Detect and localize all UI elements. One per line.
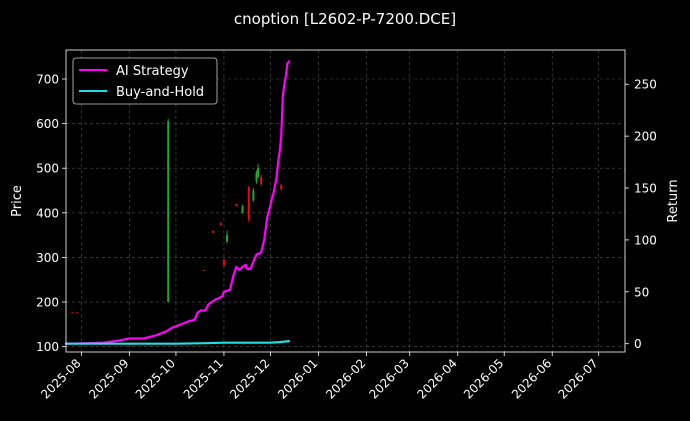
price-bar-body xyxy=(252,190,255,201)
y-tick-label: 100 xyxy=(36,340,59,354)
price-bars xyxy=(71,119,283,314)
y-tick-label: 200 xyxy=(36,296,59,310)
price-bar-body xyxy=(75,312,78,314)
legend: AI Strategy Buy-and-Hold xyxy=(72,57,218,105)
price-bar-body xyxy=(247,186,250,220)
y-tick-label: 600 xyxy=(36,117,59,131)
grid xyxy=(66,50,625,352)
price-bar-body xyxy=(241,206,244,213)
ai-strategy-line xyxy=(64,60,291,345)
price-bar-body xyxy=(235,203,238,207)
y2-tick-label: 50 xyxy=(634,285,649,299)
y2-tick-label: 100 xyxy=(634,233,657,247)
legend-label-buy-and-hold: Buy-and-Hold xyxy=(116,85,204,100)
legend-label-ai-strategy: AI Strategy xyxy=(116,64,189,79)
price-bar-body xyxy=(222,259,225,266)
series-lines xyxy=(64,60,291,345)
price-bar-body xyxy=(260,177,263,184)
y-tick-label: 400 xyxy=(36,206,59,220)
price-bar-body xyxy=(202,269,205,271)
y2-tick-label: 200 xyxy=(634,130,657,144)
plot-frame xyxy=(65,49,626,353)
y2-tick-label: 250 xyxy=(634,78,657,92)
y2-tick-label: 0 xyxy=(634,337,642,351)
y-axis-right: 0 50 100 150 200 250 xyxy=(625,78,657,351)
legend-box xyxy=(72,57,218,105)
price-bar-body xyxy=(255,172,258,182)
price-bar-body xyxy=(280,185,283,190)
y-tick-label: 300 xyxy=(36,251,59,265)
y2-tick-label: 150 xyxy=(634,182,657,196)
price-bar-body xyxy=(167,121,170,303)
y-axis-label: Price xyxy=(10,185,25,217)
price-bar-body xyxy=(226,235,229,242)
y-axis-left: 100 200 300 400 500 600 700 xyxy=(36,72,66,354)
y2-axis-label: Return xyxy=(666,179,681,222)
price-bar-body xyxy=(219,222,222,226)
price-bar-body xyxy=(212,230,215,233)
price-bar-body xyxy=(71,311,74,313)
y-tick-label: 700 xyxy=(36,72,59,86)
buy-and-hold-line xyxy=(64,340,291,345)
price-bar-body xyxy=(257,168,260,178)
chart-title: cnoption [L2602-P-7200.DCE] xyxy=(234,10,456,28)
y-tick-label: 500 xyxy=(36,162,59,176)
